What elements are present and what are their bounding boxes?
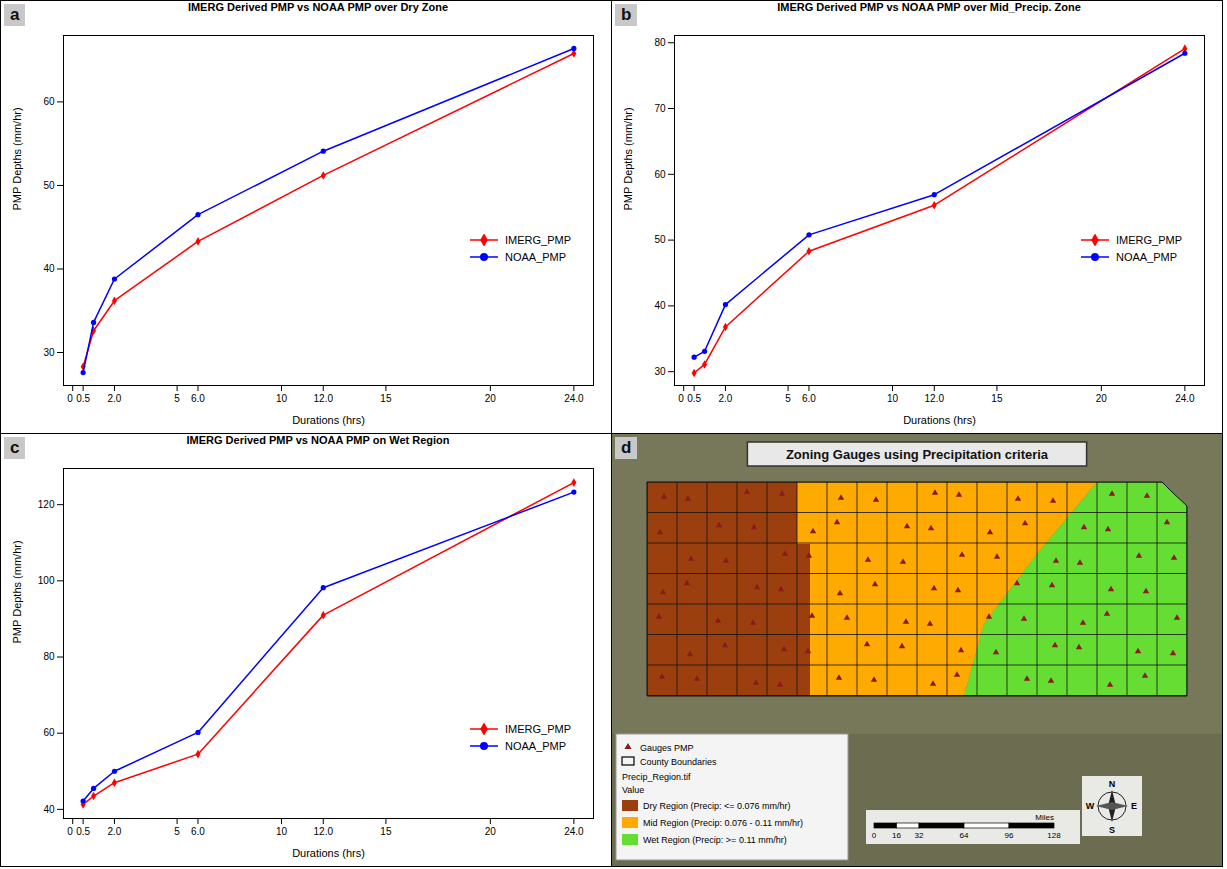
svg-text:40: 40: [43, 263, 55, 274]
html-text:IMERG Derived PMP vs NOAA PMP: IMERG Derived PMP vs NOAA PMP over Mid_P…: [777, 1, 1081, 13]
svg-text:100: 100: [38, 575, 55, 586]
html-text:NOAA_PMP: NOAA_PMP: [1116, 250, 1178, 263]
html-text:IMERG_PMP: IMERG_PMP: [1116, 233, 1182, 246]
svg-text:Value: Value: [622, 785, 644, 795]
svg-text:2.0: 2.0: [108, 393, 122, 404]
svg-text:Mid Region (Precip: 0.076 - 0.: Mid Region (Precip: 0.076 - 0.11 mm/hr): [643, 818, 803, 828]
svg-text:6.0: 6.0: [802, 393, 816, 404]
svg-text:E: E: [1131, 801, 1137, 811]
svg-text:60: 60: [43, 96, 55, 107]
svg-text:128: 128: [1047, 831, 1061, 840]
svg-text:12.0: 12.0: [925, 393, 945, 404]
svg-text:Gauges PMP: Gauges PMP: [640, 743, 694, 753]
svg-text:40: 40: [654, 300, 666, 311]
svg-text:Zoning Gauges using Precipitat: Zoning Gauges using Precipitation criter…: [786, 447, 1049, 462]
svg-text:20: 20: [1096, 393, 1108, 404]
svg-text:PMP Depths (mm/hr): PMP Depths (mm/hr): [11, 540, 23, 643]
svg-text:96: 96: [1005, 831, 1014, 840]
svg-text:15: 15: [380, 393, 392, 404]
svg-text:16: 16: [892, 831, 901, 840]
svg-text:5: 5: [174, 826, 180, 837]
svg-text:6.0: 6.0: [191, 826, 205, 837]
svg-text:60: 60: [654, 169, 666, 180]
svg-text:60: 60: [43, 727, 55, 738]
svg-text:24.0: 24.0: [1175, 393, 1195, 404]
svg-text:Wet Region (Precip: >= 0.11 mm: Wet Region (Precip: >= 0.11 mm/hr): [643, 835, 787, 845]
svg-text:5: 5: [785, 393, 791, 404]
svg-text:32: 32: [915, 831, 924, 840]
svg-text:0: 0: [67, 393, 73, 404]
svg-text:15: 15: [380, 826, 392, 837]
html-text:a: a: [10, 5, 20, 24]
svg-text:10: 10: [887, 393, 899, 404]
html-text:IMERG_PMP: IMERG_PMP: [505, 722, 571, 735]
html-text:c: c: [10, 438, 20, 457]
svg-text:80: 80: [654, 37, 666, 48]
html-text:NOAA_PMP: NOAA_PMP: [505, 739, 567, 752]
svg-text:County Boundaries: County Boundaries: [640, 757, 717, 767]
html-text:b: b: [621, 5, 632, 24]
svg-text:30: 30: [654, 366, 666, 377]
svg-text:2.0: 2.0: [719, 393, 733, 404]
html-text:IMERG_PMP: IMERG_PMP: [505, 233, 571, 246]
svg-text:0: 0: [678, 393, 684, 404]
svg-text:Precip_Region.tif: Precip_Region.tif: [622, 772, 691, 782]
svg-text:6.0: 6.0: [191, 393, 205, 404]
svg-text:2.0: 2.0: [108, 826, 122, 837]
svg-text:Dry Region (Precip: <= 0.076 m: Dry Region (Precip: <= 0.076 mm/hr): [643, 801, 791, 811]
svg-text:12.0: 12.0: [314, 393, 334, 404]
svg-text:N: N: [1109, 779, 1116, 789]
svg-text:0.5: 0.5: [687, 393, 701, 404]
svg-text:12.0: 12.0: [314, 826, 334, 837]
svg-text:15: 15: [991, 393, 1003, 404]
svg-text:120: 120: [38, 499, 55, 510]
html-text:d: d: [621, 438, 632, 457]
svg-text:PMP Depths (mm/hr): PMP Depths (mm/hr): [11, 107, 23, 210]
svg-text:Miles: Miles: [1035, 813, 1054, 822]
svg-text:Durations (hrs): Durations (hrs): [292, 847, 365, 859]
svg-text:S: S: [1109, 825, 1115, 835]
svg-text:80: 80: [43, 651, 55, 662]
svg-text:Durations (hrs): Durations (hrs): [292, 414, 365, 426]
svg-text:50: 50: [654, 234, 666, 245]
svg-text:10: 10: [276, 826, 288, 837]
svg-text:PMP Depths (mm/hr): PMP Depths (mm/hr): [622, 107, 634, 210]
svg-text:70: 70: [654, 103, 666, 114]
svg-text:0.5: 0.5: [76, 826, 90, 837]
svg-text:10: 10: [276, 393, 288, 404]
html-text:IMERG Derived PMP vs NOAA PMP: IMERG Derived PMP vs NOAA PMP over Dry Z…: [187, 1, 449, 13]
svg-text:5: 5: [174, 393, 180, 404]
svg-text:20: 20: [485, 393, 497, 404]
svg-text:24.0: 24.0: [564, 393, 584, 404]
svg-text:0.5: 0.5: [76, 393, 90, 404]
svg-text:0: 0: [872, 831, 877, 840]
svg-text:W: W: [1086, 801, 1095, 811]
svg-text:30: 30: [43, 347, 55, 358]
svg-text:50: 50: [43, 180, 55, 191]
svg-text:20: 20: [485, 826, 497, 837]
svg-text:64: 64: [960, 831, 969, 840]
html-text:NOAA_PMP: NOAA_PMP: [505, 250, 567, 263]
html-text:IMERG Derived PMP vs NOAA PMP: IMERG Derived PMP vs NOAA PMP on Wet Reg…: [186, 434, 450, 446]
svg-text:0: 0: [67, 826, 73, 837]
svg-text:24.0: 24.0: [564, 826, 584, 837]
svg-text:40: 40: [43, 804, 55, 815]
svg-text:Durations (hrs): Durations (hrs): [903, 414, 976, 426]
